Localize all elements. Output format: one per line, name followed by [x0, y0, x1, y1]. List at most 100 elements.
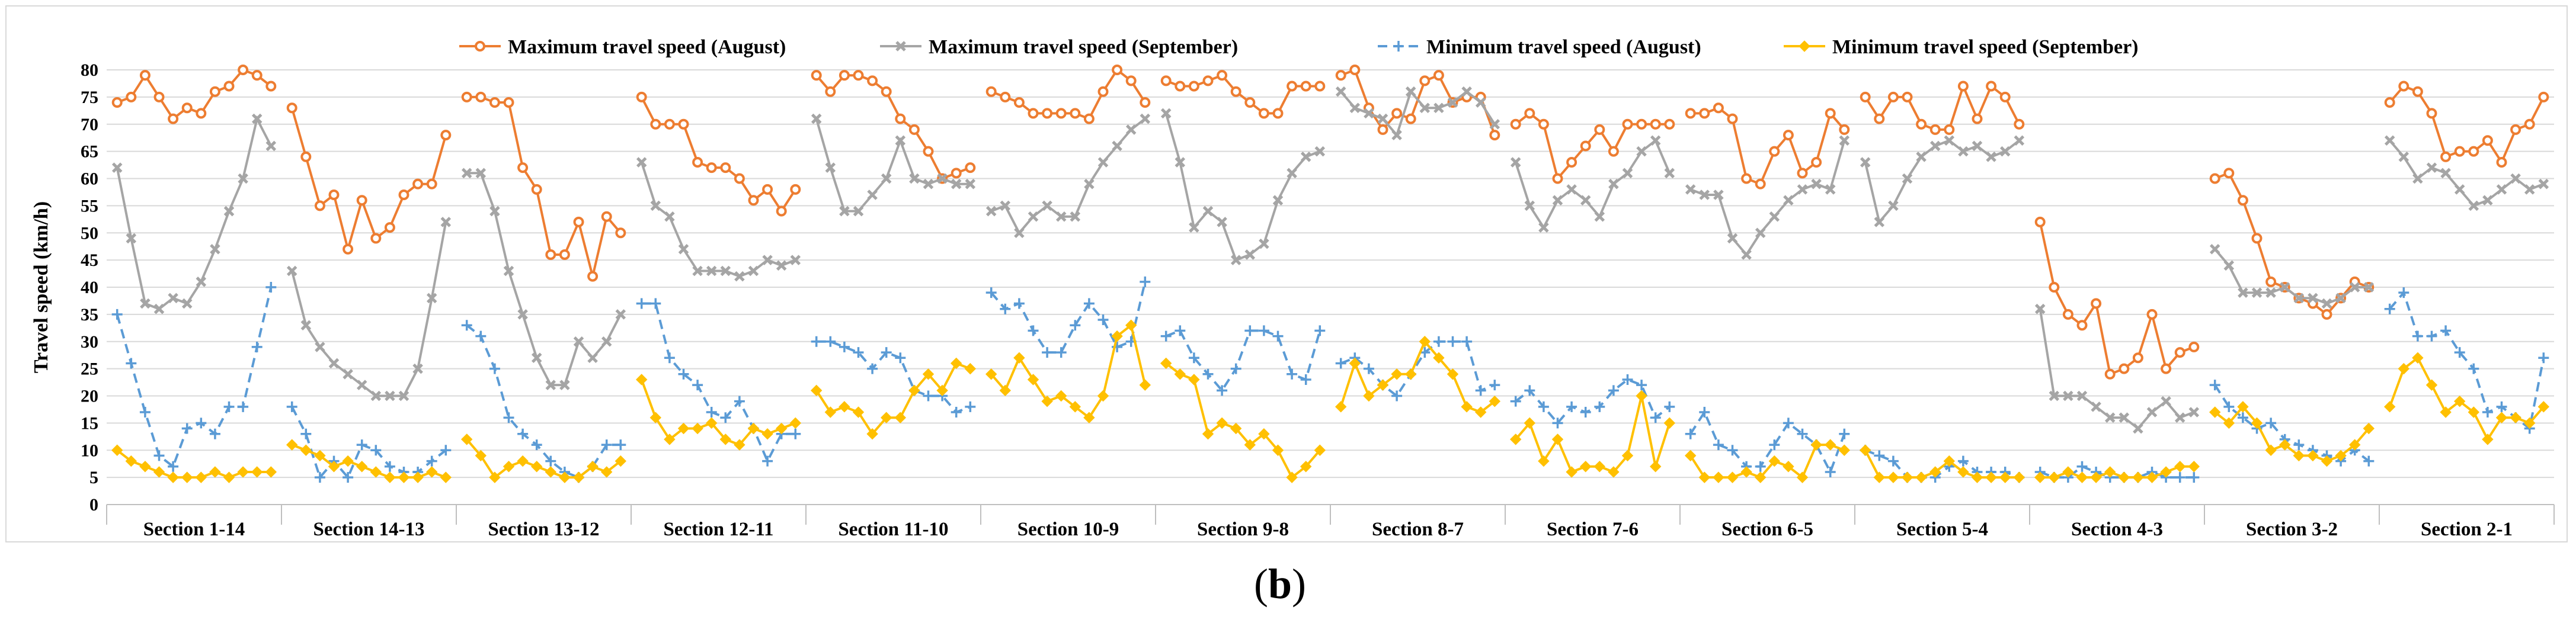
data-point: [1140, 113, 1151, 124]
data-point: [1713, 471, 1724, 483]
data-point: [2510, 124, 2521, 135]
data-point: [1070, 108, 1081, 119]
series-line: [466, 324, 621, 479]
data-point: [2238, 287, 2248, 298]
data-point: [895, 113, 906, 124]
data-point: [1140, 97, 1151, 108]
data-point: [867, 75, 878, 86]
data-point: [615, 227, 626, 239]
data-point: [2076, 320, 2088, 331]
y-tick-label: 0: [89, 495, 98, 515]
data-point: [1664, 168, 1675, 179]
data-point: [2321, 298, 2332, 309]
data-point: [489, 205, 500, 217]
data-point: [2063, 390, 2073, 402]
data-point: [181, 423, 193, 434]
data-point: [343, 243, 354, 255]
data-point: [440, 130, 452, 141]
x-tick-label: Section 9-8: [1197, 519, 1289, 540]
data-point: [1000, 303, 1011, 314]
data-point: [1916, 118, 1927, 130]
data-point: [1272, 108, 1284, 119]
data-point: [2321, 309, 2332, 320]
data-point: [922, 368, 935, 380]
data-point: [1202, 368, 1214, 380]
data-point: [895, 352, 906, 364]
data-point: [2412, 330, 2423, 342]
data-point: [692, 265, 703, 277]
data-point: [839, 70, 850, 81]
data-point: [881, 173, 892, 184]
data-point: [2049, 390, 2060, 402]
data-point: [2349, 282, 2360, 293]
data-point: [762, 184, 773, 195]
data-point: [1713, 102, 1724, 114]
data-point: [314, 200, 325, 211]
data-point: [1621, 449, 1634, 462]
data-point: [1957, 81, 1969, 92]
data-point: [636, 157, 647, 168]
data-point: [2091, 402, 2101, 412]
x-tick-label: Section 14-13: [313, 519, 425, 540]
x-tick-label: Section 7-6: [1547, 519, 1639, 540]
data-point: [1160, 357, 1172, 370]
y-axis-label: Travel speed (km/h): [30, 201, 52, 373]
data-point: [839, 205, 850, 217]
data-point: [1013, 298, 1025, 309]
data-point: [748, 195, 759, 206]
legend-entry-2: Minimum travel speed (August): [1378, 36, 1701, 58]
data-point: [2426, 162, 2437, 173]
data-point: [1684, 449, 1697, 462]
data-point: [2468, 363, 2479, 374]
data-point: [167, 471, 179, 483]
data-point: [2293, 439, 2305, 451]
data-point: [1300, 461, 1312, 473]
data-point: [853, 347, 864, 358]
data-point: [1300, 81, 1311, 92]
data-point: [1272, 330, 1284, 342]
data-point: [412, 178, 424, 190]
data-point: [825, 336, 836, 347]
data-point: [2412, 173, 2423, 184]
data-point: [895, 135, 906, 146]
data-point: [2237, 195, 2248, 206]
data-point: [489, 97, 500, 108]
y-tick-label: 10: [81, 441, 98, 460]
data-point: [2412, 86, 2423, 97]
data-point: [2174, 347, 2185, 358]
panel-label-open: (: [1254, 560, 1268, 608]
data-point: [1489, 130, 1500, 141]
data-point: [265, 140, 277, 152]
data-point: [2384, 97, 2395, 108]
data-point: [1175, 157, 1186, 168]
series-line: [2214, 384, 2370, 463]
data-point: [370, 233, 382, 244]
data-point: [2048, 471, 2060, 483]
data-point: [1349, 357, 1361, 370]
data-point: [300, 151, 312, 162]
data-point: [140, 298, 151, 309]
data-point: [315, 342, 325, 352]
data-point: [2537, 401, 2550, 413]
data-point: [601, 211, 612, 222]
data-point: [1524, 200, 1535, 211]
data-point: [1349, 102, 1361, 113]
data-point: [503, 265, 514, 277]
data-point: [1335, 401, 1347, 413]
data-point: [1160, 108, 1172, 119]
data-point: [384, 461, 395, 472]
data-point: [1217, 70, 1228, 81]
data-point: [1377, 124, 1388, 135]
data-point: [1405, 113, 1416, 124]
y-tick-label: 25: [81, 359, 98, 379]
data-point: [923, 146, 934, 157]
x-tick-label: Section 2-1: [2421, 519, 2513, 540]
data-point: [2119, 363, 2130, 374]
data-point: [1915, 471, 1927, 483]
data-point: [951, 407, 962, 418]
data-point: [2426, 108, 2437, 119]
data-point: [1189, 222, 1199, 233]
data-point: [950, 357, 962, 370]
data-point: [1551, 433, 1564, 445]
data-point: [1566, 184, 1577, 195]
